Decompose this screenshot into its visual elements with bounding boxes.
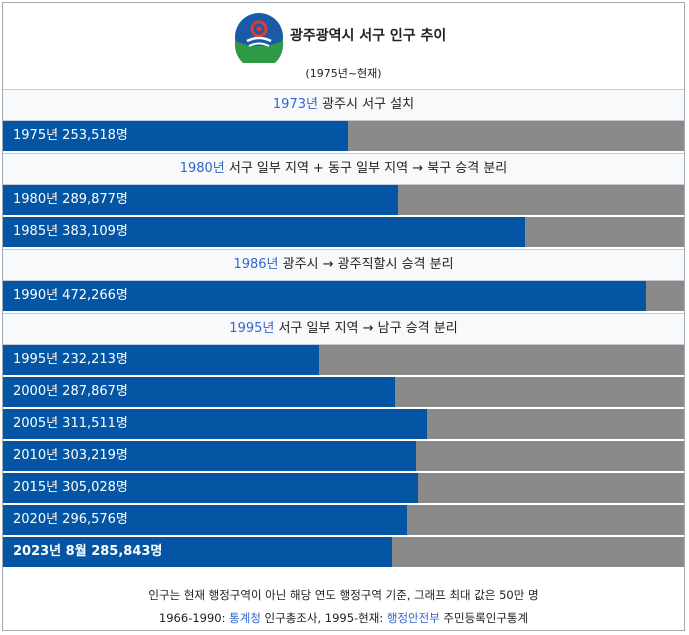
population-bar	[3, 505, 407, 535]
population-bar-label: 2010년 303,219명	[13, 448, 128, 463]
note-text: 서구 일부 지역 → 남구 승격 분리	[274, 321, 458, 336]
note-text: 광주시 서구 설치	[317, 97, 415, 112]
population-bar-row: 2023년 8월 285,843명	[3, 537, 684, 569]
population-bar-label: 2020년 296,576명	[13, 512, 128, 527]
population-bar-label: 2000년 287,867명	[13, 384, 128, 399]
chart-footer: 인구는 현재 행정구역이 아닌 해당 연도 행정구역 기준, 그래프 최대 값은…	[3, 579, 684, 630]
population-bar	[3, 281, 646, 311]
note-text: 서구 일부 지역 + 동구 일부 지역 → 북구 승격 분리	[224, 161, 508, 176]
population-bar-row: 2005년 311,511명	[3, 409, 684, 441]
boundary-change-note: 1973년 광주시 서구 설치	[3, 89, 684, 121]
population-bar-label: 1985년 383,109명	[13, 224, 128, 239]
population-bar-row: 1980년 289,877명	[3, 185, 684, 217]
population-bar	[3, 217, 525, 247]
note-text: 광주시 → 광주직할시 승격 분리	[278, 257, 454, 272]
note-year-link[interactable]: 1986년	[233, 257, 279, 272]
boundary-change-note: 1995년 서구 일부 지역 → 남구 승격 분리	[3, 313, 684, 345]
chart-rows: 1973년 광주시 서구 설치 1975년 253,518명 1980년 서구 일부…	[3, 89, 684, 569]
population-bar-label: 1990년 472,266명	[13, 288, 128, 303]
population-bar-row: 1995년 232,213명	[3, 345, 684, 377]
population-bar-label: 1975년 253,518명	[13, 128, 128, 143]
chart-subtitle: (1975년~현재)	[305, 67, 382, 80]
chart-header: 광주광역시 서구 인구 추이 (1975년~현재)	[3, 3, 684, 89]
source-period-2: 인구총조사, 1995-현재:	[260, 611, 387, 625]
note-year-link[interactable]: 1980년	[179, 161, 225, 176]
population-bar-row: 1985년 383,109명	[3, 217, 684, 249]
boundary-change-note: 1980년 서구 일부 지역 + 동구 일부 지역 → 북구 승격 분리	[3, 153, 684, 185]
population-bar	[3, 537, 392, 567]
population-bar-label: 1995년 232,213명	[13, 352, 128, 367]
population-bar	[3, 473, 418, 503]
note-year-link[interactable]: 1973년	[272, 97, 318, 112]
ministry-interior-link[interactable]: 행정안전부	[386, 611, 440, 625]
source-period-1: 1966-1990:	[158, 611, 230, 625]
population-bar	[3, 121, 348, 151]
population-bar-label: 2023년 8월 285,843명	[13, 544, 163, 559]
source-registration-text: 주민등록인구통계	[439, 611, 529, 625]
population-bar-row: 1990년 472,266명	[3, 281, 684, 313]
footer-source: 1966-1990: 통계청 인구총조사, 1995-현재: 행정안전부 주민등…	[3, 610, 684, 626]
footer-note: 인구는 현재 행정구역이 아닌 해당 연도 행정구역 기준, 그래프 최대 값은…	[148, 588, 539, 602]
population-bar-label: 1980년 289,877명	[13, 192, 128, 207]
population-bar	[3, 409, 427, 439]
population-bar-row: 2020년 296,576명	[3, 505, 684, 537]
population-bar	[3, 441, 416, 471]
population-bar-row: 2010년 303,219명	[3, 441, 684, 473]
boundary-change-note: 1986년 광주시 → 광주직할시 승격 분리	[3, 249, 684, 281]
statistics-korea-link[interactable]: 통계청	[229, 611, 261, 625]
population-bar-row: 2015년 305,028명	[3, 473, 684, 505]
gwangju-seo-gu-emblem-icon	[235, 13, 283, 63]
population-bar	[3, 377, 395, 407]
chart-title: 광주광역시 서구 인구 추이	[290, 28, 447, 44]
population-bar	[3, 345, 319, 375]
population-bar-label: 2005년 311,511명	[13, 416, 128, 431]
population-bar	[3, 185, 398, 215]
population-bar-row: 1975년 253,518명	[3, 121, 684, 153]
note-year-link[interactable]: 1995년	[229, 321, 275, 336]
population-bar-row: 2000년 287,867명	[3, 377, 684, 409]
population-bar-label: 2015년 305,028명	[13, 480, 128, 495]
